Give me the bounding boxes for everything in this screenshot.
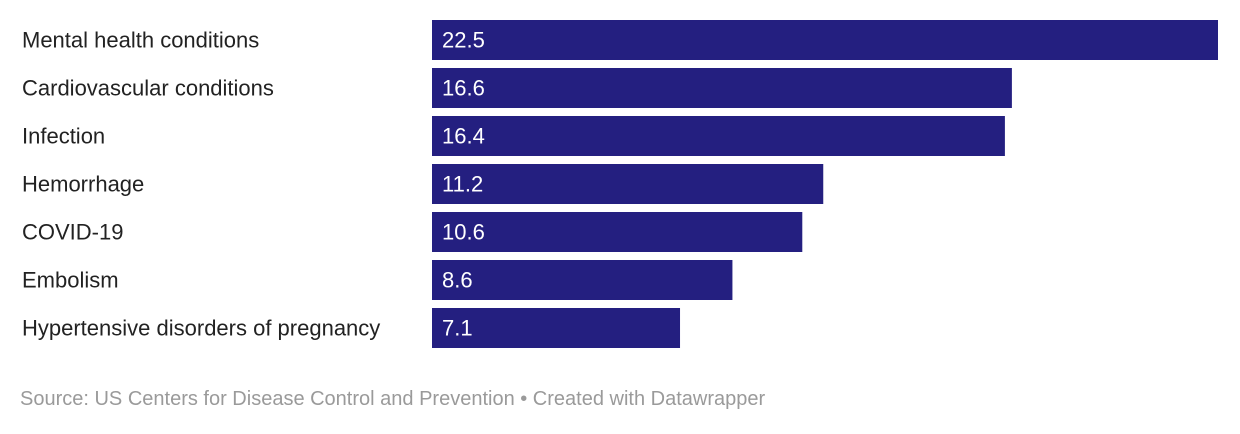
- category-label: Infection: [22, 124, 105, 149]
- bar: [432, 68, 1012, 108]
- bar-value-label: 8.6: [442, 268, 473, 293]
- bar-value-label: 16.6: [442, 76, 485, 101]
- bar: [432, 212, 803, 252]
- bar: [432, 164, 824, 204]
- category-label: COVID-19: [22, 220, 123, 245]
- category-label: Embolism: [22, 268, 119, 293]
- bar-value-label: 16.4: [442, 124, 485, 149]
- bar: [432, 20, 1218, 60]
- bar: [432, 116, 1005, 156]
- category-label: Hemorrhage: [22, 172, 144, 197]
- category-label: Hypertensive disorders of pregnancy: [22, 316, 380, 341]
- bar-value-label: 22.5: [442, 28, 485, 53]
- bar-value-label: 10.6: [442, 220, 485, 245]
- bar-chart: Mental health conditions 22.5 Cardiovascul…: [22, 20, 1218, 348]
- category-label: Mental health conditions: [22, 28, 259, 53]
- bar-value-label: 7.1: [442, 316, 473, 341]
- bar: [432, 260, 733, 300]
- category-label: Cardiovascular conditions: [22, 76, 274, 101]
- bar: [432, 308, 681, 348]
- source-footer: Source: US Centers for Disease Control a…: [20, 388, 766, 410]
- bar-value-label: 11.2: [442, 172, 483, 197]
